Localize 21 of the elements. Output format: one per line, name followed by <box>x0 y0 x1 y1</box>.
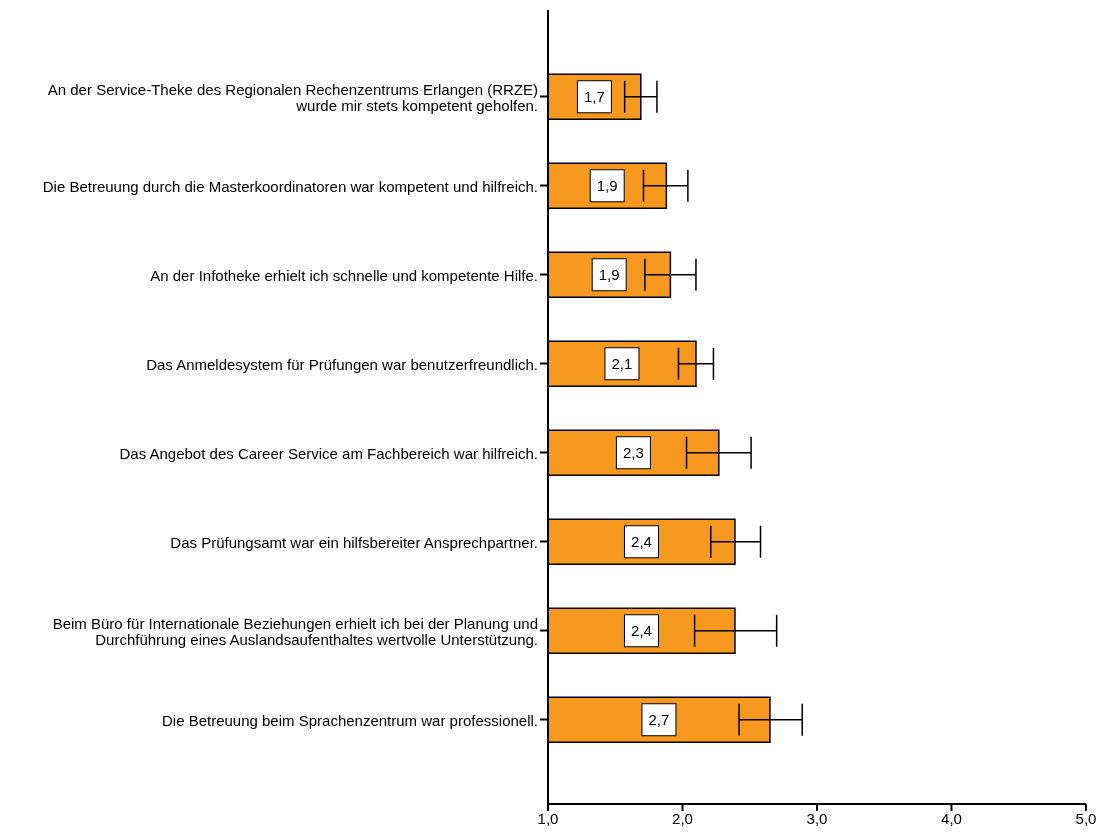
x-tick-label: 1,0 <box>537 809 559 827</box>
y-tick-label: An der Infotheke erhielt ich schnelle und kompetente Hilfe. <box>150 266 538 283</box>
y-tick-label: Das Anmeldesystem für Prüfungen war benutzerfreundlich. <box>146 355 538 372</box>
x-tick-label: 5,0 <box>1075 809 1097 827</box>
data-label: 2,4 <box>631 622 652 640</box>
x-tick-label: 2,0 <box>672 809 693 827</box>
data-label: 2,1 <box>611 355 633 373</box>
y-tick-label: An der Service-Theke des Regionalen Rechenzentrums Erlangen (RRZE) wurde mir stets kompetent geholfen. <box>47 80 538 113</box>
data-label: 2,4 <box>631 533 652 551</box>
y-tick-label: Die Betreuung beim Sprachenzentrum war professionell. <box>161 711 538 728</box>
x-tick-label: 3,0 <box>806 809 828 827</box>
data-label: 1,9 <box>596 177 618 195</box>
data-label: 1,9 <box>598 266 620 284</box>
data-label: 2,7 <box>648 711 670 729</box>
y-tick-label: Beim Büro für Internationale Beziehungen erhielt ich bei der Planung und Durchführung eines Auslandsaufenthaltes wertvolle Unterstützung. <box>52 614 538 647</box>
y-tick-label: Das Prüfungsamt war ein hilfsbereiter Ansprechpartner. <box>170 533 538 550</box>
x-tick-label: 4,0 <box>941 809 962 827</box>
data-label: 1,7 <box>583 88 605 106</box>
data-label: 2,3 <box>622 444 644 462</box>
y-tick-label: Die Betreuung durch die Masterkoordinatoren war kompetent und hilfreich. <box>42 177 538 194</box>
y-tick-label: Das Angebot des Career Service am Fachbereich war hilfreich. <box>119 444 538 461</box>
